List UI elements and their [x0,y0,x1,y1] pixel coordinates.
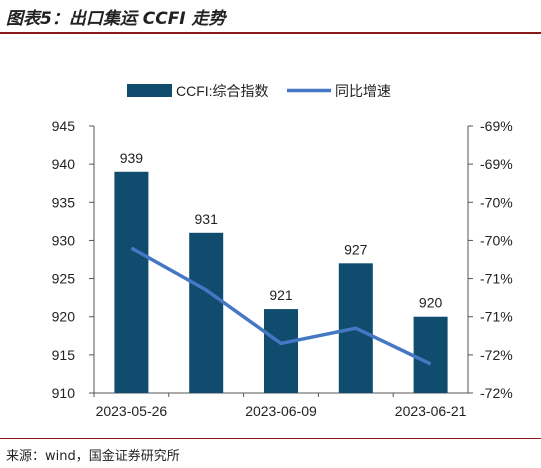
legend-label-yoy: 同比增速 [335,83,391,99]
left-tick-label: 915 [52,347,76,363]
legend-label-ccfi: CCFI:综合指数 [176,83,269,99]
legend-swatch-ccfi [127,84,172,97]
right-tick-label: -69% [480,156,513,172]
x-tick-label: 2023-05-26 [96,403,168,419]
bar-data-label: 939 [120,150,144,166]
line-yoy-growth [130,246,432,366]
bar-ccfi [114,171,149,393]
left-tick-label: 945 [52,118,76,134]
right-tick-label: -69% [480,118,513,134]
bar-ccfi [413,316,448,393]
source-note: 来源：wind，国金证券研究所 [6,449,180,464]
left-tick-label: 910 [52,385,76,401]
bar-data-label: 931 [195,211,219,227]
right-tick-label: -72% [480,385,513,401]
bar-data-label: 927 [344,241,368,257]
title-divider [0,32,541,34]
x-tick-label: 2023-06-21 [395,403,467,419]
right-tick-label: -72% [480,347,513,363]
left-tick-label: 935 [52,194,76,210]
bar-ccfi [189,232,224,393]
left-tick-label: 940 [52,156,76,172]
left-tick-label: 930 [52,232,76,248]
right-tick-label: -70% [480,232,513,248]
left-tick-label: 920 [52,309,76,325]
right-tick-label: -71% [480,309,513,325]
bar-data-label: 921 [269,287,293,303]
ccfi-chart: CCFI:综合指数 同比增速 910 915 920 925 930 935 940 945 -72… [52,83,513,419]
right-tick-label: -71% [480,271,513,287]
right-tick-label: -70% [480,194,513,210]
left-tick-label: 925 [52,271,76,287]
bar-ccfi [264,309,298,393]
source-divider [0,438,541,439]
bar-data-label: 920 [419,295,443,311]
x-tick-label: 2023-06-09 [245,403,317,419]
figure-title: 图表5：出口集运 CCFI 走势 [6,9,226,29]
